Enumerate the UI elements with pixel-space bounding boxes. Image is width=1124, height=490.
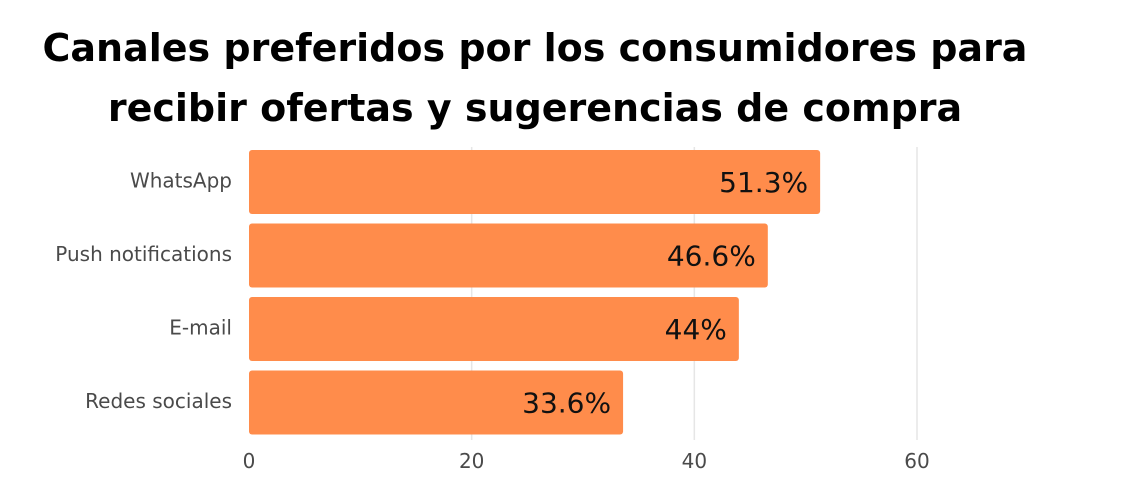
data-label-redes-sociales: 33.6% xyxy=(522,387,611,420)
data-label-e-mail: 44% xyxy=(665,313,727,346)
category-label-redes-sociales: Redes sociales xyxy=(85,389,232,413)
data-labels: 51.3% 46.6% 44% 33.6% xyxy=(522,166,808,420)
category-label-e-mail: E-mail xyxy=(169,316,232,340)
chart-title: Canales preferidos por los consumidores … xyxy=(42,26,1028,130)
x-tick-label-40: 40 xyxy=(682,449,707,473)
data-label-whatsapp: 51.3% xyxy=(719,166,808,199)
data-label-push-notifications: 46.6% xyxy=(667,240,756,273)
bars xyxy=(249,150,821,435)
category-label-push-notifications: Push notifications xyxy=(55,242,232,266)
x-tick-label-20: 20 xyxy=(459,449,484,473)
bar-push-notifications xyxy=(249,223,768,288)
bar-redes-sociales xyxy=(249,370,624,435)
bar-whatsapp xyxy=(249,150,821,214)
x-tick-label-60: 60 xyxy=(904,449,929,473)
category-labels: WhatsApp Push notifications E-mail Redes so… xyxy=(55,169,232,414)
x-tick-labels: 0 20 40 60 xyxy=(243,449,930,473)
bar-e-mail xyxy=(249,297,739,361)
x-tick-label-0: 0 xyxy=(243,449,256,473)
category-label-whatsapp: WhatsApp xyxy=(130,169,232,193)
